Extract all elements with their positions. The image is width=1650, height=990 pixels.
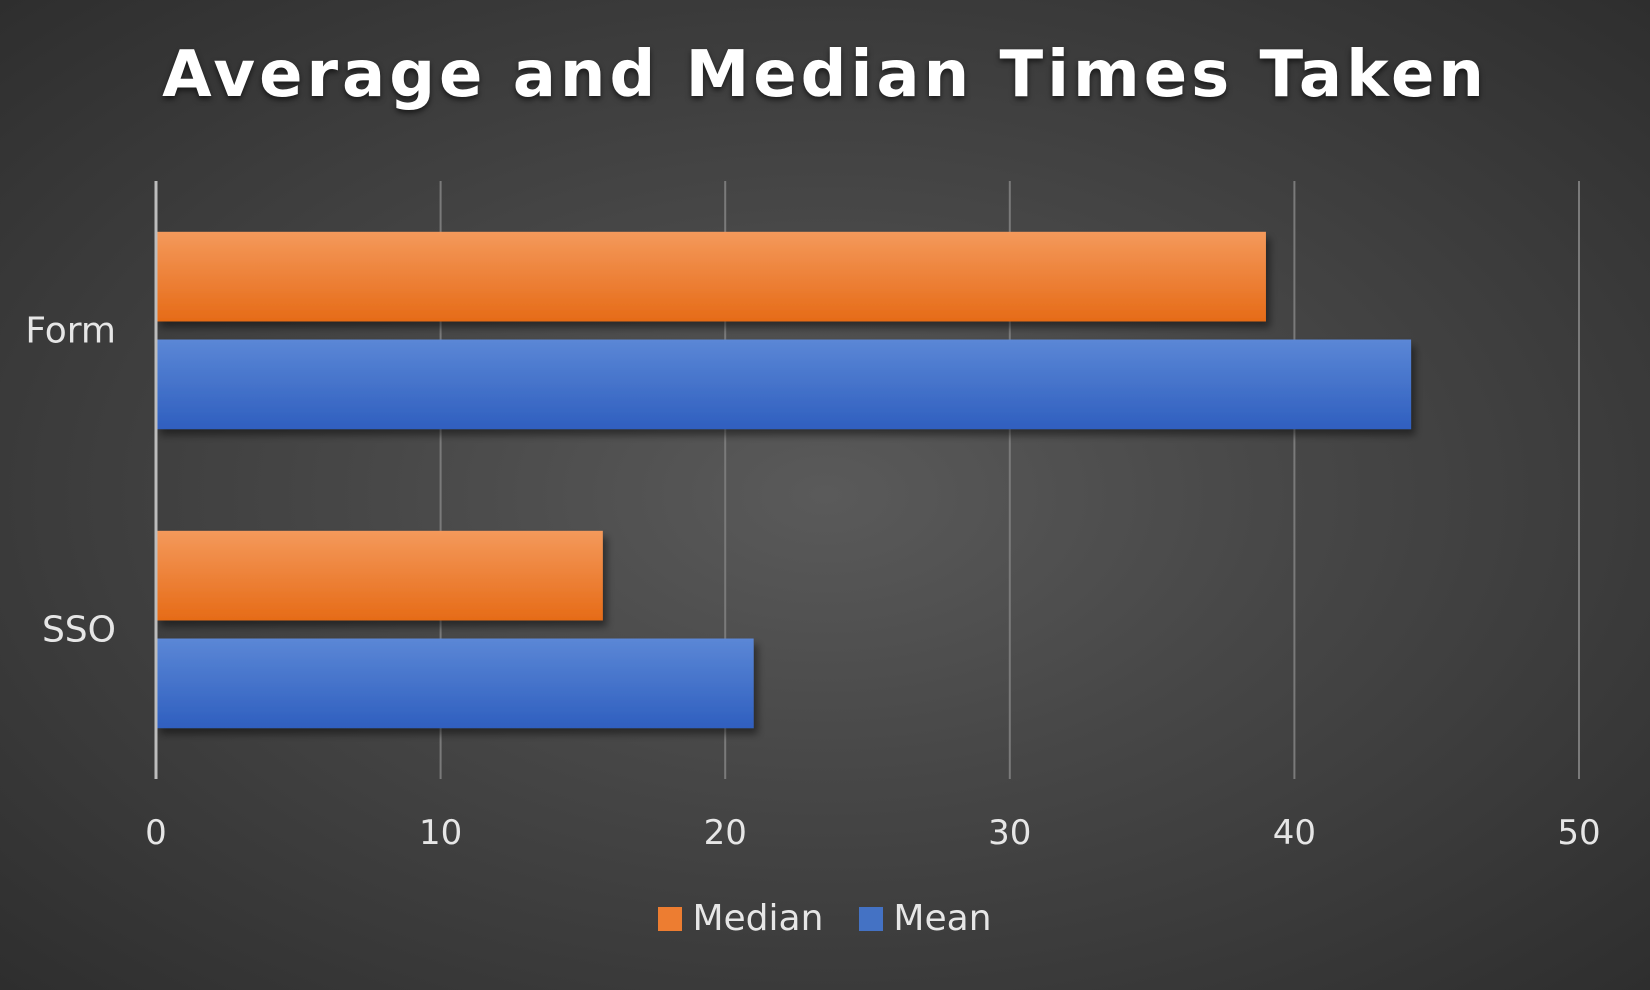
legend: Median Mean — [0, 898, 1650, 939]
legend-label: Median — [692, 898, 824, 939]
x-tick-label: 20 — [704, 813, 747, 853]
legend-label: Mean — [893, 898, 992, 939]
category-label: SSO — [42, 610, 116, 651]
bar-form-median — [156, 231, 1266, 322]
legend-swatch — [859, 906, 884, 931]
bars — [156, 231, 1412, 729]
bar-sso-mean — [156, 638, 754, 729]
bar-sso-median — [156, 530, 603, 621]
legend-swatch — [658, 906, 683, 931]
bar-form-mean — [156, 339, 1412, 430]
legend-item-mean: Mean — [859, 898, 992, 939]
x-tick-label: 10 — [419, 813, 462, 853]
x-tick-label: 0 — [145, 813, 167, 853]
x-tick-label: 30 — [988, 813, 1031, 853]
axes: 0 10 20 30 40 50 Form SSO — [25, 181, 1601, 853]
legend-item-median: Median — [658, 898, 823, 939]
x-tick-label: 50 — [1557, 813, 1600, 853]
chart-title: Average and Median Times Taken — [162, 38, 1488, 112]
x-tick-label: 40 — [1273, 813, 1316, 853]
category-label: Form — [25, 311, 116, 352]
